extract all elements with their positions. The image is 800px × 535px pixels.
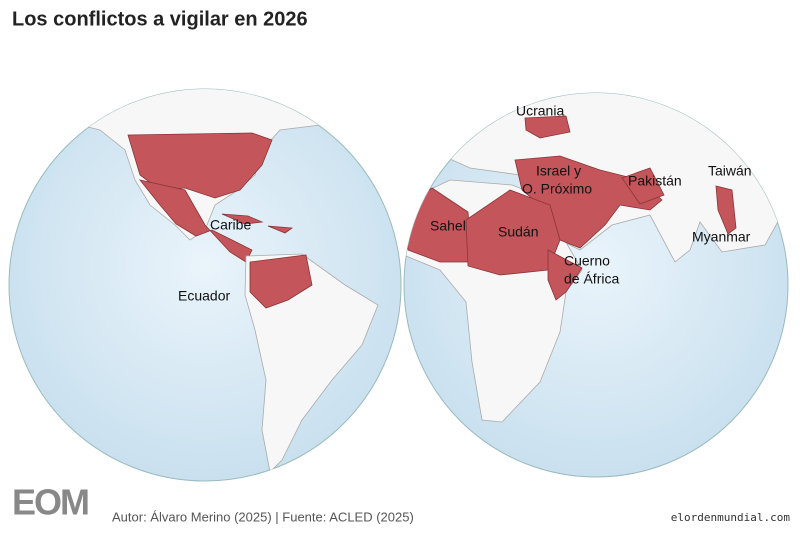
region-label: O. Próximo: [522, 181, 592, 197]
region-label: Ucrania: [516, 103, 564, 119]
region-label: Israel y: [536, 163, 581, 179]
region-label: Myanmar: [692, 229, 751, 245]
right-globe: Ucrania Israel y O. Próximo Pakistán Tai…: [403, 92, 789, 478]
title: Los conflictos a vigilar en 2026: [12, 8, 308, 30]
credit: Autor: Álvaro Merino (2025) | Fuente: AC…: [112, 509, 414, 524]
region-label: Sahel: [430, 218, 466, 234]
region-label: Sudán: [498, 224, 538, 240]
region-label: Cuerno: [564, 253, 610, 269]
left-globe: Caribe Ecuador: [8, 88, 402, 482]
region-label: Caribe: [210, 217, 251, 233]
region-label: de África: [564, 271, 619, 287]
watermark: elordenmundial.com: [671, 511, 791, 524]
logo: EOM: [12, 482, 88, 523]
region-label: Ecuador: [178, 288, 230, 304]
region-label: Taiwán: [708, 163, 752, 179]
region-label: Pakistán: [628, 173, 682, 189]
